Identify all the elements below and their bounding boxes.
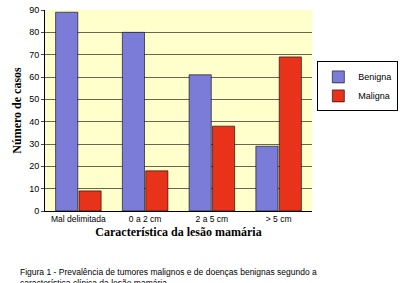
svg-text:Figura 1 - Prevalência de tumo: Figura 1 - Prevalência de tumores malign…: [20, 267, 317, 283]
svg-text:0: 0: [34, 206, 39, 216]
svg-text:Benigna: Benigna: [358, 72, 391, 82]
svg-text:70: 70: [29, 50, 39, 60]
svg-text:90: 90: [29, 5, 39, 15]
svg-text:Número de casos: Número de casos: [10, 67, 24, 154]
svg-text:Maligna: Maligna: [358, 91, 390, 101]
svg-text:30: 30: [29, 139, 39, 149]
svg-text:20: 20: [29, 161, 39, 171]
svg-text:0 a 2 cm: 0 a 2 cm: [129, 214, 162, 224]
svg-text:80: 80: [29, 27, 39, 37]
svg-text:2 a 5 cm: 2 a 5 cm: [196, 214, 229, 224]
svg-text:60: 60: [29, 72, 39, 82]
svg-text:40: 40: [29, 117, 39, 127]
svg-text:> 5 cm: > 5 cm: [266, 214, 292, 224]
svg-text:Mal delimitada: Mal delimitada: [51, 214, 106, 224]
svg-text:Característica da lesão mamári: Característica da lesão mamária: [95, 225, 261, 239]
svg-text:50: 50: [29, 94, 39, 104]
svg-text:10: 10: [29, 184, 39, 194]
